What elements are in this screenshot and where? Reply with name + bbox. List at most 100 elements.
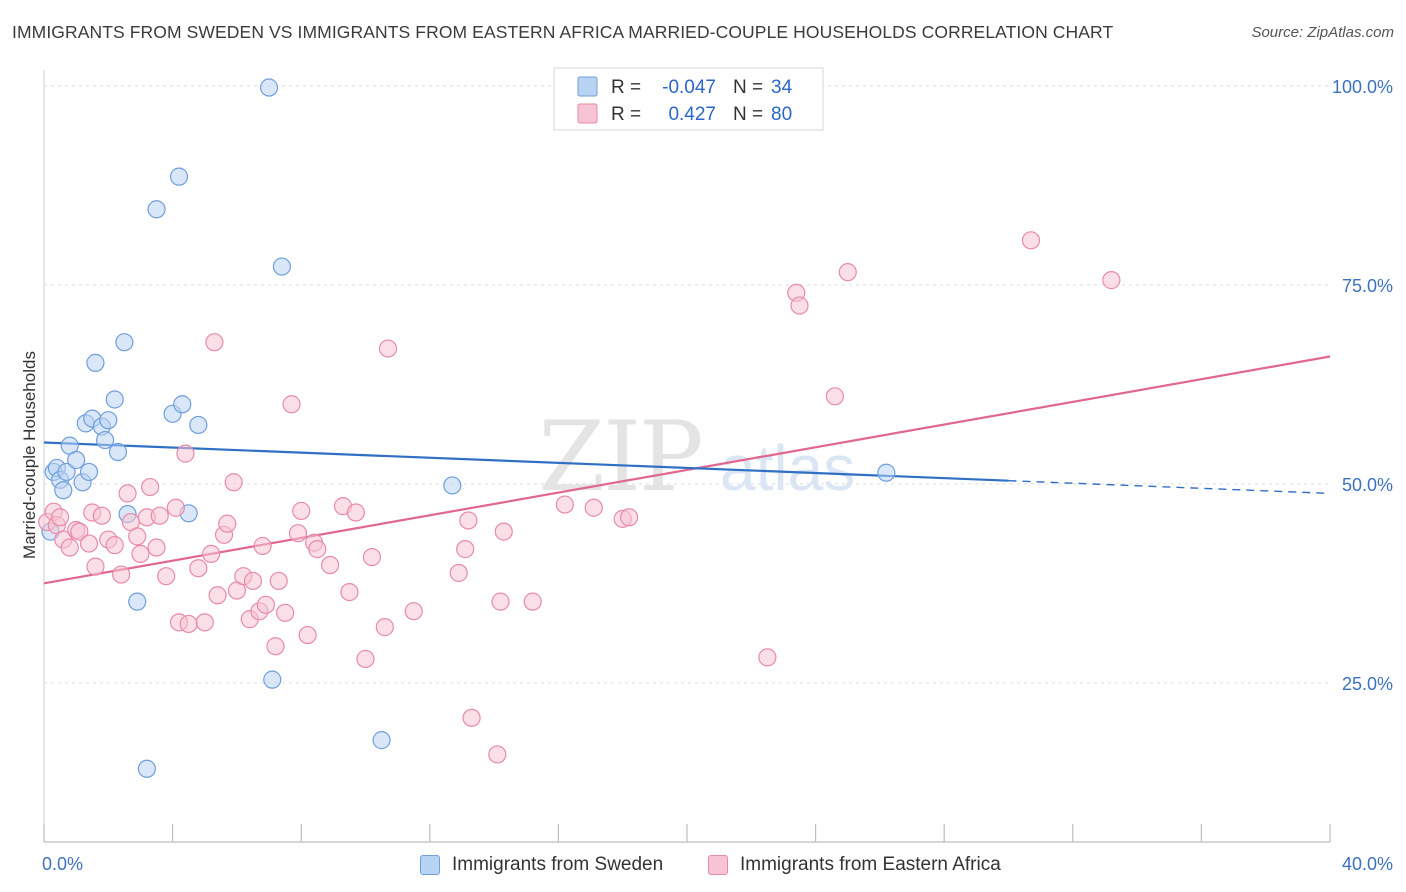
eastern-africa-point-5 <box>60 538 79 557</box>
sweden-point-10 <box>79 462 99 482</box>
sweden-point-4 <box>54 481 73 500</box>
legend-swatch-eastern-africa <box>708 855 728 875</box>
trend-line-sweden-extension <box>1008 479 1331 495</box>
eastern-africa-point-39 <box>243 571 263 591</box>
eastern-africa-point-31 <box>205 333 224 352</box>
eastern-africa-point-64 <box>462 708 481 727</box>
eastern-africa-point-30 <box>202 544 221 563</box>
sweden-point-27 <box>189 415 208 435</box>
legend-label-eastern-africa: Immigrants from Eastern Africa <box>740 854 1001 875</box>
eastern-africa-point-51 <box>308 540 327 559</box>
y-tick-label-0: 100.0% <box>1332 77 1393 97</box>
eastern-africa-point-15 <box>118 484 137 503</box>
stats-n-label-sweden: N = <box>733 77 763 98</box>
legend-item-eastern-africa: Immigrants from Eastern Africa <box>708 851 1001 879</box>
eastern-africa-point-27 <box>179 614 198 634</box>
stats-n-value-eastern-africa: 80 <box>771 104 792 125</box>
eastern-africa-point-21 <box>147 538 166 557</box>
eastern-africa-point-58 <box>375 618 394 637</box>
eastern-africa-point-28 <box>189 559 208 578</box>
eastern-africa-point-69 <box>555 495 574 514</box>
eastern-africa-point-20 <box>140 477 160 497</box>
eastern-africa-point-54 <box>340 582 359 602</box>
y-tick-label-1: 75.0% <box>1342 276 1393 296</box>
stats-legend: R = -0.047 N = 34 R = 0.427 N = 80 <box>553 67 824 131</box>
eastern-africa-point-43 <box>266 637 285 656</box>
eastern-africa-point-70 <box>584 498 603 517</box>
eastern-africa-point-48 <box>292 501 311 521</box>
eastern-africa-point-45 <box>276 603 295 622</box>
eastern-africa-point-75 <box>790 296 809 315</box>
eastern-africa-point-63 <box>459 511 478 530</box>
legend-swatch-sweden <box>420 855 440 875</box>
legend-item-sweden: Immigrants from Sweden <box>420 851 663 879</box>
chart-title: IMMIGRANTS FROM SWEDEN VS IMMIGRANTS FRO… <box>12 22 1114 42</box>
bottom-legend: Immigrants from Sweden Immigrants from E… <box>0 851 1406 879</box>
sweden-point-15 <box>99 411 118 430</box>
stats-n-value-sweden: 34 <box>771 77 793 98</box>
eastern-africa-point-41 <box>253 536 272 556</box>
eastern-africa-point-56 <box>356 649 375 669</box>
y-tick-label-3: 25.0% <box>1342 674 1393 694</box>
sweden-point-16 <box>105 390 124 409</box>
eastern-africa-point-34 <box>218 514 237 533</box>
eastern-africa-point-14 <box>112 565 131 584</box>
sweden-point-21 <box>137 759 156 778</box>
eastern-africa-point-66 <box>491 592 510 611</box>
watermark: ZIP atlas <box>538 401 855 513</box>
eastern-africa-point-73 <box>758 648 777 667</box>
eastern-africa-point-60 <box>404 602 423 621</box>
stats-r-label-sweden: R = <box>611 77 641 98</box>
eastern-africa-point-3 <box>50 508 70 527</box>
sweden-point-17 <box>108 442 128 462</box>
sweden-point-33 <box>877 463 896 482</box>
y-axis-label: Married-couple Households <box>20 351 39 559</box>
eastern-africa-point-79 <box>1102 271 1121 290</box>
stats-n-label-eastern-africa: N = <box>733 104 763 125</box>
sweden-point-30 <box>272 257 292 276</box>
eastern-africa-point-44 <box>269 571 288 591</box>
eastern-africa-point-46 <box>282 395 301 414</box>
x-tick-label-1: 40.0% <box>1342 854 1393 874</box>
eastern-africa-point-62 <box>456 540 475 559</box>
sweden-point-7 <box>67 450 86 470</box>
sweden-point-31 <box>372 731 391 750</box>
trend-line-sweden <box>43 441 1009 482</box>
stats-swatch-sweden <box>577 76 598 97</box>
eastern-africa-point-22 <box>150 506 169 525</box>
eastern-africa-point-35 <box>224 473 243 492</box>
sweden-point-24 <box>169 167 189 186</box>
sweden-point-29 <box>263 670 282 689</box>
eastern-africa-point-23 <box>157 567 176 586</box>
watermark-zip: ZIP <box>538 401 701 513</box>
eastern-africa-point-13 <box>105 536 124 555</box>
eastern-africa-point-77 <box>838 263 857 282</box>
series-eastern-africa-points <box>38 231 1121 764</box>
eastern-africa-point-59 <box>378 339 398 358</box>
tick-labels: 100.0% 75.0% 50.0% 25.0% 0.0% 40.0% <box>42 77 1393 874</box>
stats-r-value-eastern-africa: 0.427 <box>668 104 716 125</box>
eastern-africa-point-42 <box>256 595 275 614</box>
eastern-africa-point-17 <box>128 527 147 546</box>
eastern-africa-point-76 <box>825 387 844 406</box>
series-sweden-points <box>41 78 896 778</box>
eastern-africa-point-52 <box>321 555 340 575</box>
eastern-africa-point-78 <box>1021 231 1041 250</box>
eastern-africa-point-57 <box>362 547 382 567</box>
sweden-point-20 <box>128 592 147 611</box>
eastern-africa-point-61 <box>449 563 468 583</box>
eastern-africa-point-26 <box>176 444 195 463</box>
eastern-africa-point-18 <box>131 544 150 563</box>
y-tick-label-2: 50.0% <box>1342 475 1393 495</box>
eastern-africa-point-10 <box>86 557 105 576</box>
sweden-point-14 <box>95 430 115 450</box>
sweden-point-12 <box>86 353 105 372</box>
stats-r-label-eastern-africa: R = <box>611 104 641 125</box>
sweden-point-32 <box>443 476 462 495</box>
eastern-africa-point-47 <box>288 524 308 543</box>
eastern-africa-point-67 <box>494 522 513 541</box>
sweden-point-22 <box>147 200 166 219</box>
eastern-africa-point-24 <box>166 498 185 517</box>
source-label: Source: ZipAtlas.com <box>1251 24 1394 41</box>
